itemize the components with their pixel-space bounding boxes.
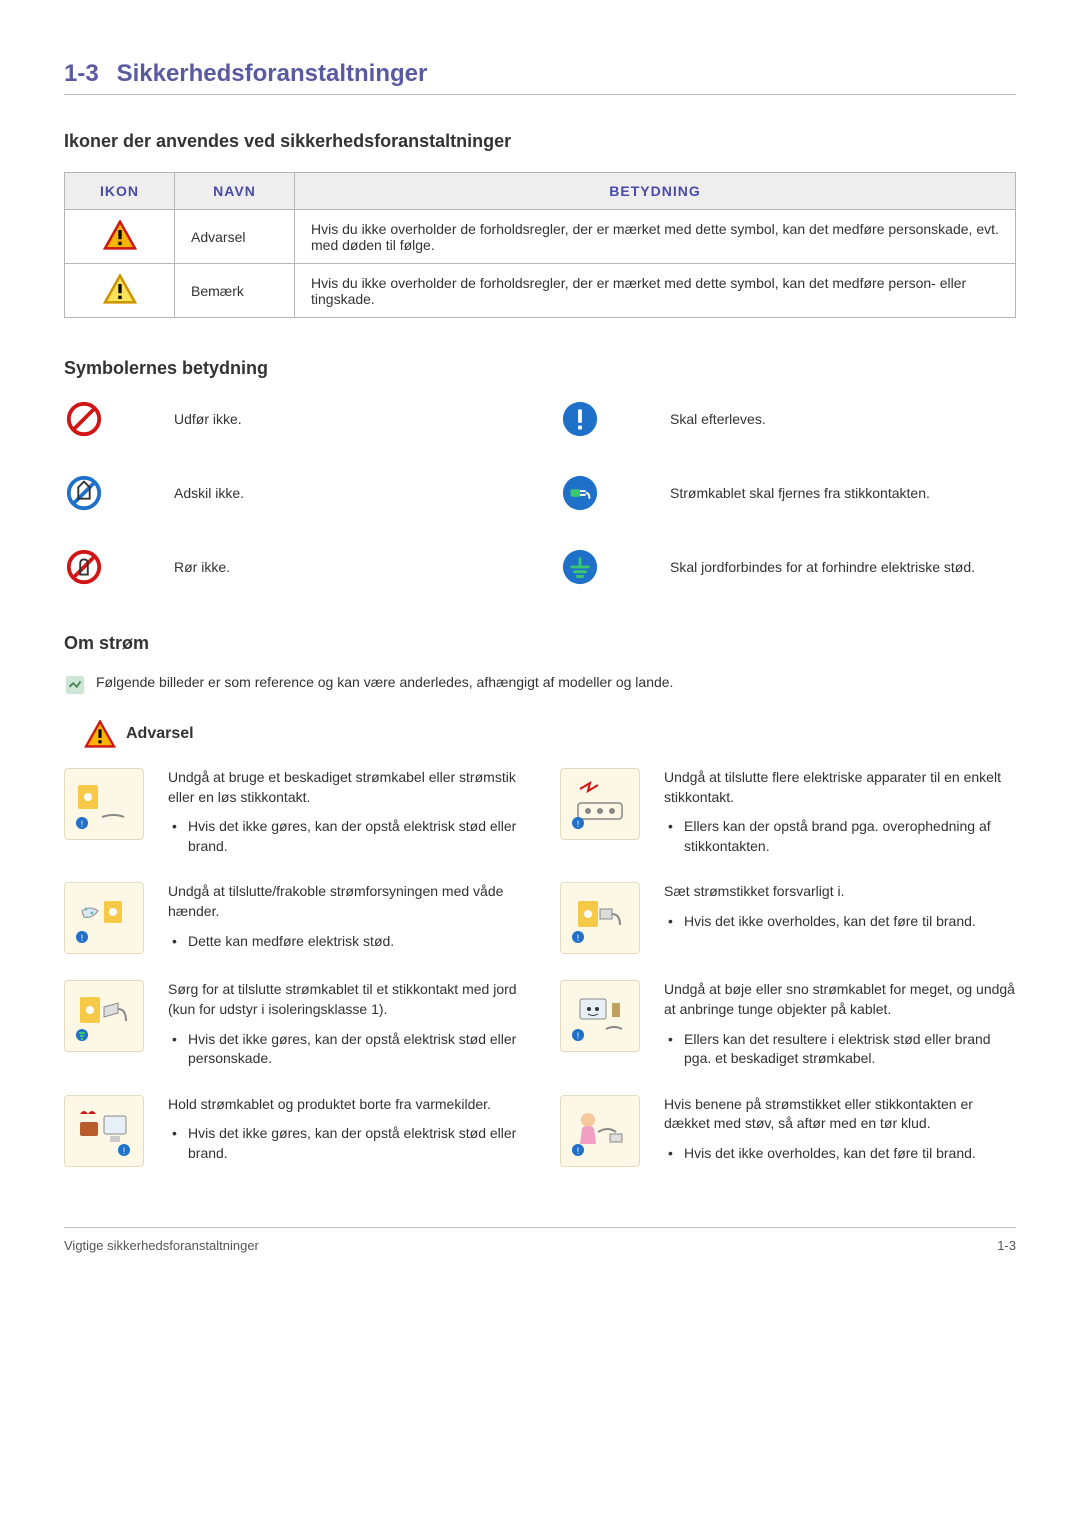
section-number: 1-3 <box>64 60 99 87</box>
precaution-bullet: Hvis det ikke gøres, kan der opstå elekt… <box>168 1030 520 1069</box>
precaution-item: ! Undgå at tilslutte/frakoble strømforsy… <box>64 882 520 954</box>
footer-right: 1-3 <box>997 1238 1016 1253</box>
warning-triangle-red-icon <box>84 720 116 748</box>
precaution-item: ! Undgå at bøje eller sno strømkablet fo… <box>560 980 1016 1068</box>
precautions-grid: ! Undgå at bruge et beskadiget strømkabe… <box>64 768 1016 1167</box>
warning-triangle-red-icon <box>103 220 137 250</box>
note-text: Følgende billeder er som reference og ka… <box>96 674 673 690</box>
no-touch-icon <box>64 547 104 587</box>
footer-left: Vigtige sikkerhedsforanstaltninger <box>64 1238 259 1253</box>
power-subheading: Om strøm <box>64 633 1016 654</box>
warning-header: Advarsel <box>84 720 1016 748</box>
col-navn: NAVN <box>175 173 295 210</box>
icons-subheading: Ikoner der anvendes ved sikkerhedsforans… <box>64 131 1016 152</box>
icon-meanings-table: IKON NAVN BETYDNING Advarsel Hvis du ikk… <box>64 172 1016 318</box>
section-title: Sikkerhedsforanstaltninger <box>117 60 428 87</box>
reference-note: Følgende billeder er som reference og ka… <box>64 674 1016 696</box>
precaution-item: ! Undgå at bruge et beskadiget strømkabe… <box>64 768 520 856</box>
precaution-lead: Hold strømkablet og produktet borte fra … <box>168 1095 520 1115</box>
precaution-item: ! Hold strømkablet og produktet borte fr… <box>64 1095 520 1167</box>
symbols-grid: Udfør ikke. Skal efterleves. Adskil ikke… <box>64 399 1016 587</box>
page-footer: Vigtige sikkerhedsforanstaltninger 1-3 <box>64 1227 1016 1253</box>
precaution-item: Sørg for at tilslutte strømkablet til et… <box>64 980 520 1068</box>
table-row: Bemærk Hvis du ikke overholder de forhol… <box>65 264 1016 318</box>
svg-text:!: ! <box>81 819 84 829</box>
section-header: 1-3 Sikkerhedsforanstaltninger <box>64 60 1016 95</box>
precaution-lead: Undgå at tilslutte flere elektriske appa… <box>664 768 1016 807</box>
precaution-illustration: ! <box>560 768 640 840</box>
symbol-label: Skal efterleves. <box>670 411 1016 427</box>
precaution-lead: Undgå at tilslutte/frakoble strømforsyni… <box>168 882 520 921</box>
must-follow-icon <box>560 399 600 439</box>
symbols-subheading: Symbolernes betydning <box>64 358 1016 379</box>
precaution-bullet: Dette kan medføre elektrisk stød. <box>168 932 520 952</box>
precaution-item: ! Hvis benene på strømstikket eller stik… <box>560 1095 1016 1167</box>
svg-text:!: ! <box>577 1031 580 1041</box>
symbol-label: Adskil ikke. <box>174 485 520 501</box>
symbol-label: Rør ikke. <box>174 559 520 575</box>
precaution-illustration: ! <box>64 882 144 954</box>
note-icon <box>64 674 86 696</box>
icon-cell <box>65 210 175 264</box>
precaution-bullet: Ellers kan det resultere i elektrisk stø… <box>664 1030 1016 1069</box>
name-cell: Advarsel <box>175 210 295 264</box>
warning-triangle-yellow-icon <box>103 274 137 304</box>
name-cell: Bemærk <box>175 264 295 318</box>
svg-text:!: ! <box>123 1146 126 1156</box>
ground-icon <box>560 547 600 587</box>
precaution-illustration: ! <box>64 1095 144 1167</box>
col-betydning: BETYDNING <box>295 173 1016 210</box>
svg-text:!: ! <box>577 933 580 943</box>
precaution-bullet: Hvis det ikke overholdes, kan det føre t… <box>664 912 1016 932</box>
icon-cell <box>65 264 175 318</box>
precaution-illustration: ! <box>560 1095 640 1167</box>
precaution-lead: Hvis benene på strømstikket eller stikko… <box>664 1095 1016 1134</box>
meaning-cell: Hvis du ikke overholder de forholdsregle… <box>295 264 1016 318</box>
precaution-bullet: Hvis det ikke gøres, kan der opstå elekt… <box>168 1124 520 1163</box>
precaution-bullet: Hvis det ikke overholdes, kan det føre t… <box>664 1144 1016 1164</box>
precaution-lead: Sæt strømstikket forsvarligt i. <box>664 882 1016 902</box>
svg-text:!: ! <box>577 1146 580 1156</box>
meaning-cell: Hvis du ikke overholder de forholdsregle… <box>295 210 1016 264</box>
symbol-label: Udfør ikke. <box>174 411 520 427</box>
precaution-bullet: Ellers kan der opstå brand pga. overophe… <box>664 817 1016 856</box>
prohibit-icon <box>64 399 104 439</box>
table-row: Advarsel Hvis du ikke overholder de forh… <box>65 210 1016 264</box>
precaution-bullet: Hvis det ikke gøres, kan der opstå elekt… <box>168 817 520 856</box>
precaution-illustration: ! <box>64 768 144 840</box>
col-ikon: IKON <box>65 173 175 210</box>
precaution-lead: Sørg for at tilslutte strømkablet til et… <box>168 980 520 1019</box>
precaution-illustration: ! <box>560 980 640 1052</box>
precaution-item: ! Sæt strømstikket forsvarligt i. Hvis d… <box>560 882 1016 954</box>
precaution-lead: Undgå at bruge et beskadiget strømkabel … <box>168 768 520 807</box>
unplug-icon <box>560 473 600 513</box>
warning-label: Advarsel <box>126 725 194 743</box>
svg-text:!: ! <box>577 819 580 829</box>
symbol-label: Strømkablet skal fjernes fra stikkontakt… <box>670 485 1016 501</box>
symbol-label: Skal jordforbindes for at forhindre elek… <box>670 559 1016 575</box>
precaution-item: ! Undgå at tilslutte flere elektriske ap… <box>560 768 1016 856</box>
precaution-illustration: ! <box>560 882 640 954</box>
precaution-illustration <box>64 980 144 1052</box>
no-disassemble-icon <box>64 473 104 513</box>
svg-text:!: ! <box>81 933 84 943</box>
precaution-lead: Undgå at bøje eller sno strømkablet for … <box>664 980 1016 1019</box>
